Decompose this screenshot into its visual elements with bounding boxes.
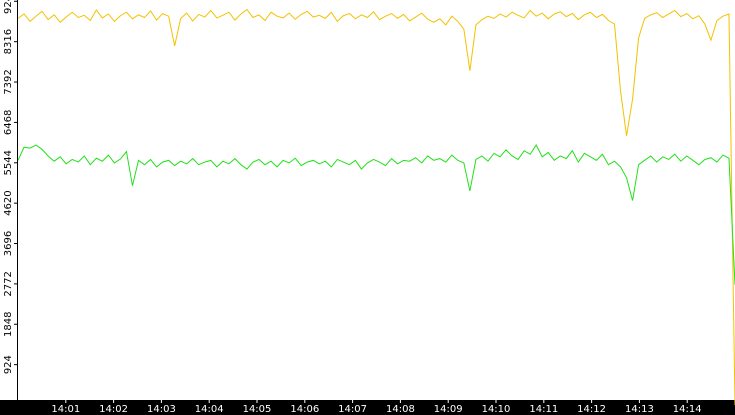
y-tick-label: 6468 [3,110,14,135]
x-tick-label: 14:13 [625,404,654,415]
y-tick-label: 4620 [3,190,14,215]
y-tick-label: 8316 [3,29,14,54]
y-tick-label: 9241 [3,0,14,14]
x-axis-band [0,400,735,415]
y-tick-label: 3696 [3,231,14,256]
x-tick-label: 14:01 [51,404,80,415]
x-tick-label: 14:05 [243,404,272,415]
x-tick-label: 14:11 [529,404,558,415]
y-tick-label: 2772 [3,271,14,296]
x-tick-label: 14:14 [673,404,702,415]
x-tick-label: 14:04 [195,404,224,415]
x-tick-label: 14:10 [482,404,511,415]
x-tick-label: 14:09 [434,404,463,415]
series-line [17,144,735,285]
y-tick-label: 924 [3,355,14,374]
x-tick-label: 14:06 [290,404,319,415]
series-line [17,8,735,406]
y-tick-label: 1848 [3,312,14,337]
x-tick-label: 14:03 [147,404,176,415]
y-tick-label: 5544 [3,150,14,175]
y-tick-label: 7392 [3,69,14,94]
x-tick-label: 14:08 [386,404,415,415]
x-tick-label: 14:12 [577,404,606,415]
x-tick-label: 14:02 [99,404,128,415]
x-tick-label: 14:07 [338,404,367,415]
